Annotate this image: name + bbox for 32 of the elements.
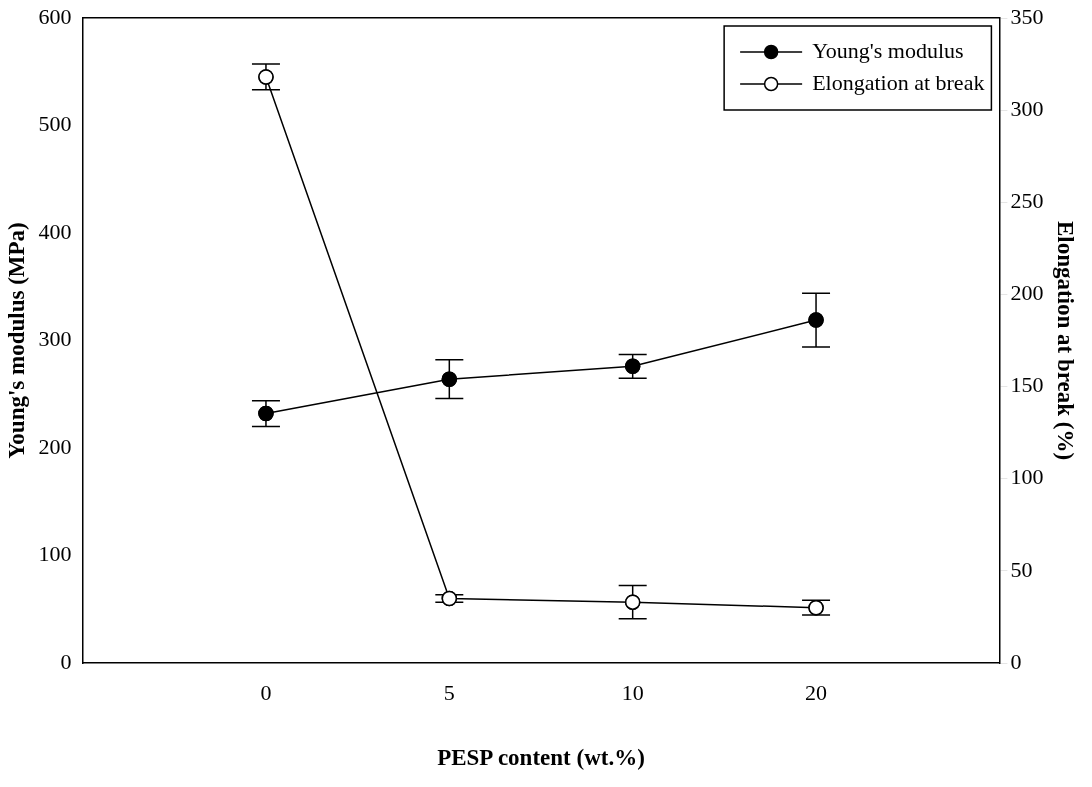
point (441, 590, 458, 607)
legend-label: Elongation at break (812, 69, 985, 95)
y2-tick-label: 0 (1010, 648, 1022, 674)
y2-tick-label: 200 (1010, 280, 1044, 306)
point (258, 69, 274, 85)
y2-tick-label: 250 (1010, 188, 1044, 214)
x-tick-label: 10 (621, 679, 644, 705)
y-tick-label: 600 (38, 3, 72, 29)
point (624, 594, 641, 610)
x-tick-label: 0 (260, 679, 272, 705)
point (258, 405, 274, 422)
y-tick-label: 200 (38, 433, 72, 459)
y-tick-label: 0 (60, 648, 72, 674)
y2-axis-title: Elongation at break (%) (1053, 220, 1079, 461)
x-tick-label: 5 (443, 679, 455, 705)
y-tick-label: 100 (38, 541, 72, 567)
y-axis-title: Young's modulus (MPa) (3, 222, 29, 459)
y2-tick-label: 150 (1010, 372, 1044, 398)
point (441, 371, 458, 387)
y2-tick-label: 100 (1010, 464, 1044, 490)
y2-tick-label: 350 (1010, 3, 1044, 29)
y-tick-label: 300 (38, 326, 72, 352)
y-tick-label: 400 (38, 218, 72, 244)
y2-tick-label: 50 (1010, 556, 1033, 582)
y2-tick-label: 300 (1010, 95, 1044, 121)
y-tick-label: 500 (38, 111, 72, 137)
legend-label: Young's modulus (812, 37, 964, 63)
point (808, 599, 824, 616)
point (808, 312, 824, 328)
x-tick-label: 20 (805, 679, 828, 705)
x-axis-title: PESP content (wt.%) (437, 745, 645, 771)
point (624, 358, 641, 375)
